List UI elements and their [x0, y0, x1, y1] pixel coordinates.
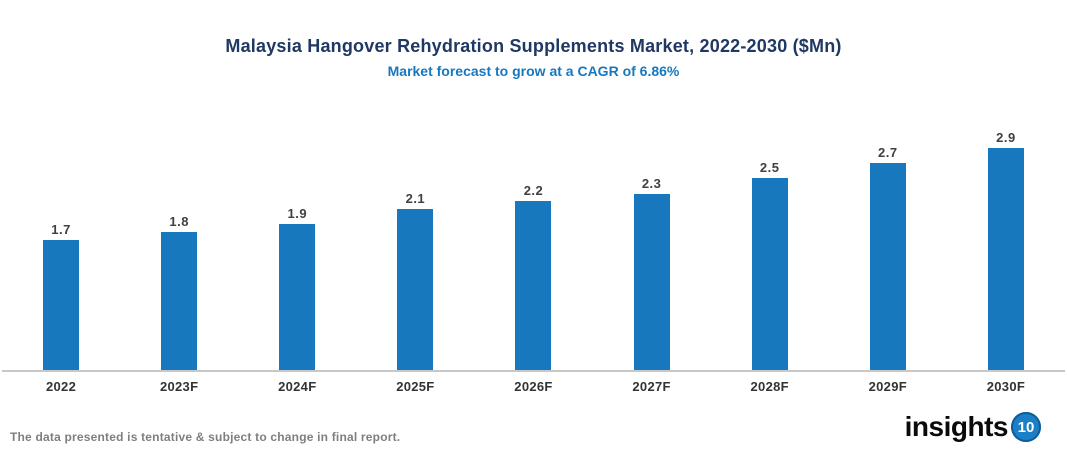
bar-value-label: 2.1	[405, 191, 426, 206]
x-axis-label: 2024F	[278, 379, 317, 394]
bar	[869, 163, 906, 370]
bar-group: 2.7	[829, 145, 947, 370]
x-axis-label: 2029F	[868, 379, 907, 394]
insights10-logo: insights 10	[905, 412, 1041, 442]
bar-group: 1.8	[120, 214, 238, 370]
x-axis-label: 2023F	[159, 379, 199, 394]
chart-header: Malaysia Hangover Rehydration Supplement…	[0, 0, 1067, 80]
bar-value-label: 1.7	[51, 222, 71, 237]
bar	[279, 224, 316, 370]
bar-group: 2.3	[593, 176, 711, 370]
x-axis-label: 2022	[45, 379, 77, 394]
bar	[161, 232, 198, 370]
bar-group: 2.1	[356, 191, 474, 370]
bar-group: 2.5	[711, 160, 829, 370]
bar	[751, 178, 788, 370]
x-axis-label: 2027F	[632, 379, 671, 394]
bars-row: 1.7 1.8 1.9 2.1 2.2 2.3 2.5 2.7 2.9	[2, 120, 1065, 372]
bar-group: 2.2	[474, 183, 592, 370]
chart-plot-area: 1.7 1.8 1.9 2.1 2.2 2.3 2.5 2.7 2.9 2022 2023F 202…	[0, 120, 1067, 394]
bar	[987, 148, 1024, 370]
x-axis-label: 2028F	[750, 379, 789, 394]
x-axis-labels: 2022 2023F 2024F 2025F 2026F 2027F 2028F 2029F 2…	[2, 372, 1065, 394]
chart-subtitle: Market forecast to grow at a CAGR of 6.8…	[387, 63, 680, 79]
bar-value-label: 2.9	[996, 130, 1016, 145]
footer-disclaimer: The data presented is tentative & subjec…	[10, 430, 401, 444]
bar-value-label: 2.2	[523, 183, 544, 198]
x-axis-label: 2026F	[514, 379, 553, 394]
bar	[397, 209, 434, 370]
bar-value-label: 2.5	[759, 160, 780, 175]
chart-title: Malaysia Hangover Rehydration Supplement…	[225, 36, 842, 56]
x-axis-label: 2030F	[986, 379, 1026, 394]
bar	[633, 194, 670, 370]
logo-badge: 10	[1011, 412, 1041, 442]
logo-text: insights	[904, 411, 1009, 442]
bar	[515, 201, 552, 370]
bar-value-label: 1.9	[287, 206, 308, 221]
bar	[43, 240, 80, 370]
bar-value-label: 2.3	[641, 176, 662, 191]
bar-value-label: 1.8	[169, 214, 189, 229]
bar-group: 1.7	[2, 222, 120, 370]
bar-group: 1.9	[238, 206, 356, 370]
x-axis-label: 2025F	[396, 379, 435, 394]
bar-group: 2.9	[947, 130, 1065, 370]
bar-value-label: 2.7	[878, 145, 898, 160]
